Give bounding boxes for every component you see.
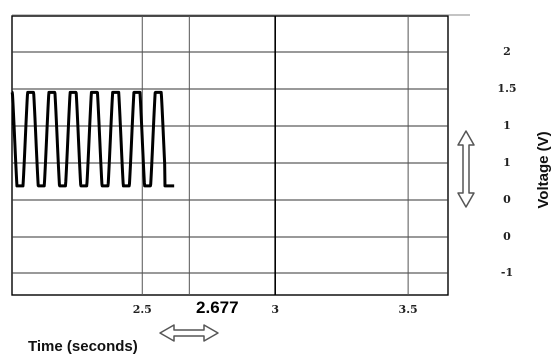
x-tick-label: 2.5 xyxy=(133,303,152,316)
x-axis-label: Time (seconds) xyxy=(28,338,138,355)
vertical-double-arrow-icon[interactable] xyxy=(457,130,475,208)
plot-area xyxy=(11,15,449,296)
y-tick-label: -1 xyxy=(501,266,513,279)
voltage-trace xyxy=(10,90,176,188)
grid xyxy=(12,16,448,295)
y-tick-label: 0 xyxy=(503,230,511,243)
y-tick-label: 1.5 xyxy=(497,82,516,95)
y-tick-label: 1 xyxy=(503,156,511,169)
cursor-time-readout: 2.677 xyxy=(196,298,239,317)
y-axis-label: Voltage (V) xyxy=(535,131,551,208)
horizontal-double-arrow-icon[interactable] xyxy=(159,324,219,342)
y-tick-label: 1 xyxy=(503,119,511,132)
x-tick-label: 3.5 xyxy=(399,303,418,316)
x-tick-label: 3 xyxy=(271,303,279,316)
voltage-series xyxy=(10,90,176,188)
y-tick-label: 0 xyxy=(503,193,511,206)
y-tick-label: 2 xyxy=(503,45,511,58)
